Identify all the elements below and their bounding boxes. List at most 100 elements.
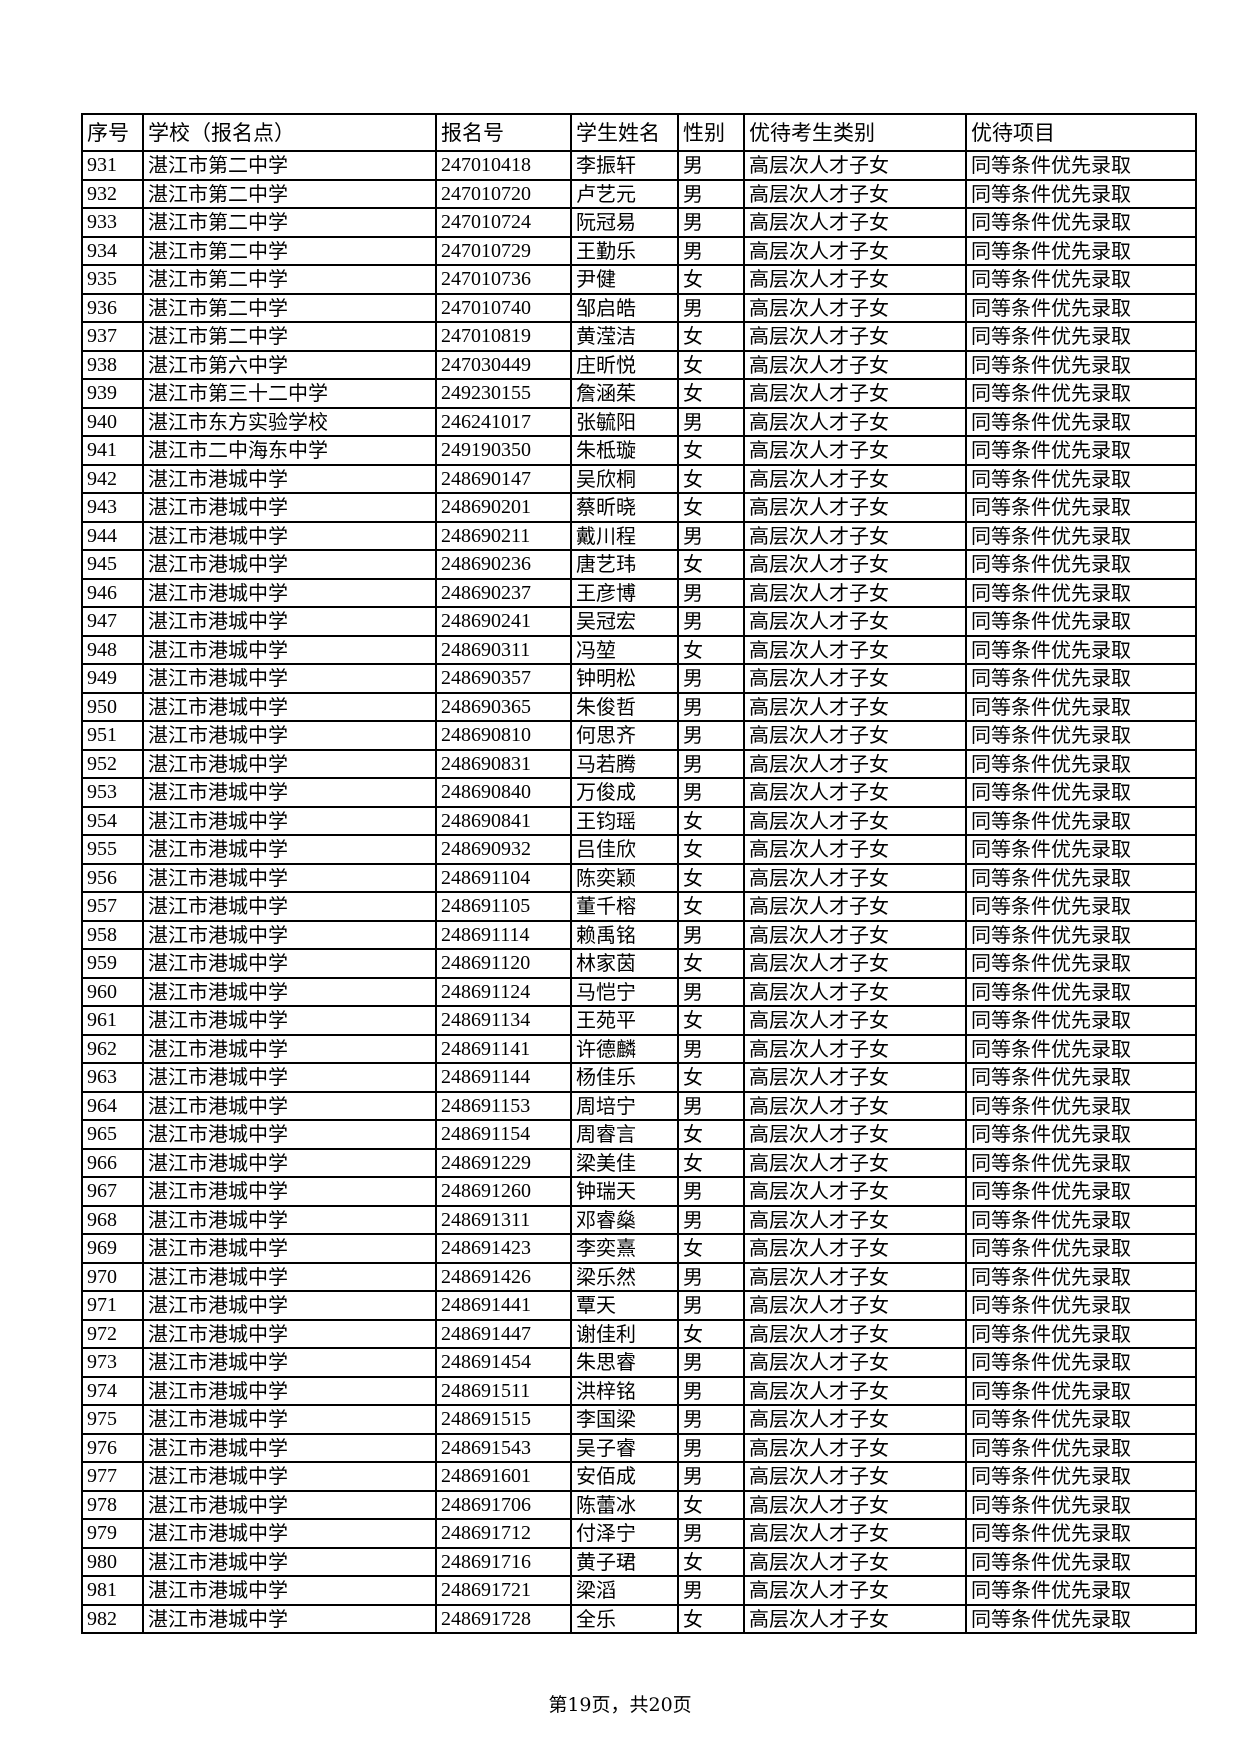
cell-registration-number: 248691260 <box>435 1176 572 1207</box>
cell-school: 湛江市港城中学 <box>142 1404 437 1435</box>
cell-registration-number: 248691454 <box>435 1347 572 1378</box>
cell-school: 湛江市港城中学 <box>142 606 437 637</box>
cell-gender: 男 <box>677 976 745 1007</box>
cell-school: 湛江市港城中学 <box>142 748 437 779</box>
cell-priority-item: 同等条件优先录取 <box>965 406 1197 437</box>
cell-gender: 女 <box>677 1489 745 1520</box>
table-row: 935 湛江市第二中学 247010736 尹健女高层次人才子女 同等条件优先录取 <box>81 264 1197 295</box>
cell-student-name: 林家茵 <box>570 948 679 979</box>
cell-registration-number: 248691511 <box>435 1375 572 1406</box>
table-row: 975 湛江市港城中学 248691515 李国梁男高层次人才子女 同等条件优先录取 <box>81 1404 1197 1435</box>
cell-category: 高层次人才子女 <box>743 349 967 380</box>
cell-gender: 男 <box>677 720 745 751</box>
cell-category: 高层次人才子女 <box>743 748 967 779</box>
cell-index: 982 <box>81 1603 144 1634</box>
cell-priority-item: 同等条件优先录取 <box>965 1404 1197 1435</box>
cell-school: 湛江市港城中学 <box>142 520 437 551</box>
cell-gender: 女 <box>677 805 745 836</box>
cell-student-name: 董千榕 <box>570 891 679 922</box>
cell-priority-item: 同等条件优先录取 <box>965 207 1197 238</box>
table-row: 968 湛江市港城中学 248691311 邓睿燊男高层次人才子女 同等条件优先录取 <box>81 1204 1197 1235</box>
table-row: 972 湛江市港城中学 248691447 谢佳利女高层次人才子女 同等条件优先录取 <box>81 1318 1197 1349</box>
cell-index: 973 <box>81 1347 144 1378</box>
table-row: 966 湛江市港城中学 248691229 梁美佳女高层次人才子女 同等条件优先录取 <box>81 1147 1197 1178</box>
cell-student-name: 周睿言 <box>570 1119 679 1150</box>
cell-gender: 男 <box>677 520 745 551</box>
cell-school: 湛江市港城中学 <box>142 834 437 865</box>
cell-school: 湛江市第二中学 <box>142 292 437 323</box>
cell-student-name: 陈蕾冰 <box>570 1489 679 1520</box>
cell-gender: 男 <box>677 1033 745 1064</box>
cell-index: 951 <box>81 720 144 751</box>
cell-index: 943 <box>81 492 144 523</box>
cell-index: 953 <box>81 777 144 808</box>
cell-priority-item: 同等条件优先录取 <box>965 748 1197 779</box>
cell-gender: 男 <box>677 1404 745 1435</box>
cell-priority-item: 同等条件优先录取 <box>965 1546 1197 1577</box>
cell-category: 高层次人才子女 <box>743 1575 967 1606</box>
cell-student-name: 许德麟 <box>570 1033 679 1064</box>
cell-priority-item: 同等条件优先录取 <box>965 1090 1197 1121</box>
cell-index: 975 <box>81 1404 144 1435</box>
cell-school: 湛江市港城中学 <box>142 1090 437 1121</box>
cell-school: 湛江市港城中学 <box>142 1204 437 1235</box>
cell-student-name: 周培宁 <box>570 1090 679 1121</box>
cell-priority-item: 同等条件优先录取 <box>965 378 1197 409</box>
cell-school: 湛江市第二中学 <box>142 321 437 352</box>
cell-registration-number: 248691423 <box>435 1233 572 1264</box>
cell-gender: 女 <box>677 1546 745 1577</box>
cell-priority-item: 同等条件优先录取 <box>965 1176 1197 1207</box>
cell-index: 940 <box>81 406 144 437</box>
cell-priority-item: 同等条件优先录取 <box>965 1204 1197 1235</box>
table-row: 949 湛江市港城中学 248690357 钟明松男高层次人才子女 同等条件优先录取 <box>81 663 1197 694</box>
cell-school: 湛江市港城中学 <box>142 1290 437 1321</box>
cell-index: 968 <box>81 1204 144 1235</box>
table-row: 964 湛江市港城中学 248691153 周培宁男高层次人才子女 同等条件优先录取 <box>81 1090 1197 1121</box>
cell-priority-item: 同等条件优先录取 <box>965 1347 1197 1378</box>
table-row: 953 湛江市港城中学 248690840 万俊成男高层次人才子女 同等条件优先录取 <box>81 777 1197 808</box>
table-row: 941 湛江市二中海东中学 249190350 朱柢璇女高层次人才子女 同等条件优先录取 <box>81 435 1197 466</box>
cell-school: 湛江市港城中学 <box>142 1347 437 1378</box>
cell-priority-item: 同等条件优先录取 <box>965 1375 1197 1406</box>
cell-registration-number: 248691601 <box>435 1461 572 1492</box>
cell-priority-item: 同等条件优先录取 <box>965 1575 1197 1606</box>
cell-student-name: 庄昕悦 <box>570 349 679 380</box>
table-row: 958 湛江市港城中学 248691114 赖禹铭男高层次人才子女 同等条件优先录取 <box>81 919 1197 950</box>
cell-student-name: 安佰成 <box>570 1461 679 1492</box>
cell-registration-number: 248691120 <box>435 948 572 979</box>
cell-category: 高层次人才子女 <box>743 691 967 722</box>
cell-category: 高层次人才子女 <box>743 862 967 893</box>
cell-registration-number: 247010740 <box>435 292 572 323</box>
cell-school: 湛江市第二中学 <box>142 178 437 209</box>
cell-category: 高层次人才子女 <box>743 1404 967 1435</box>
table-row: 978 湛江市港城中学 248691706 陈蕾冰女高层次人才子女 同等条件优先录取 <box>81 1489 1197 1520</box>
cell-gender: 男 <box>677 150 745 181</box>
cell-registration-number: 247010819 <box>435 321 572 352</box>
cell-school: 湛江市港城中学 <box>142 1062 437 1093</box>
table-row: 969 湛江市港城中学 248691423 李奕熹女高层次人才子女 同等条件优先录取 <box>81 1233 1197 1264</box>
cell-priority-item: 同等条件优先录取 <box>965 1461 1197 1492</box>
cell-gender: 男 <box>677 235 745 266</box>
cell-category: 高层次人才子女 <box>743 463 967 494</box>
cell-category: 高层次人才子女 <box>743 1005 967 1036</box>
table-row: 974 湛江市港城中学 248691511 洪梓铭男高层次人才子女 同等条件优先录取 <box>81 1375 1197 1406</box>
cell-school: 湛江市港城中学 <box>142 976 437 1007</box>
cell-gender: 女 <box>677 435 745 466</box>
cell-index: 962 <box>81 1033 144 1064</box>
cell-gender: 女 <box>677 1147 745 1178</box>
cell-student-name: 吴子睿 <box>570 1432 679 1463</box>
cell-gender: 男 <box>677 292 745 323</box>
table-row: 950 湛江市港城中学 248690365 朱俊哲男高层次人才子女 同等条件优先录取 <box>81 691 1197 722</box>
cell-registration-number: 248691124 <box>435 976 572 1007</box>
cell-registration-number: 248690841 <box>435 805 572 836</box>
cell-gender: 男 <box>677 777 745 808</box>
table-row: 931 湛江市第二中学 247010418 李振轩男高层次人才子女 同等条件优先录取 <box>81 150 1197 181</box>
cell-school: 湛江市港城中学 <box>142 1375 437 1406</box>
cell-student-name: 覃天 <box>570 1290 679 1321</box>
table-row: 977 湛江市港城中学 248691601 安佰成男高层次人才子女 同等条件优先录取 <box>81 1461 1197 1492</box>
cell-index: 935 <box>81 264 144 295</box>
table-row: 963 湛江市港城中学 248691144 杨佳乐女高层次人才子女 同等条件优先录取 <box>81 1062 1197 1093</box>
cell-category: 高层次人才子女 <box>743 606 967 637</box>
table-row: 943 湛江市港城中学 248690201 蔡昕晓女高层次人才子女 同等条件优先录取 <box>81 492 1197 523</box>
table-row: 954 湛江市港城中学 248690841 王钧瑶女高层次人才子女 同等条件优先录取 <box>81 805 1197 836</box>
